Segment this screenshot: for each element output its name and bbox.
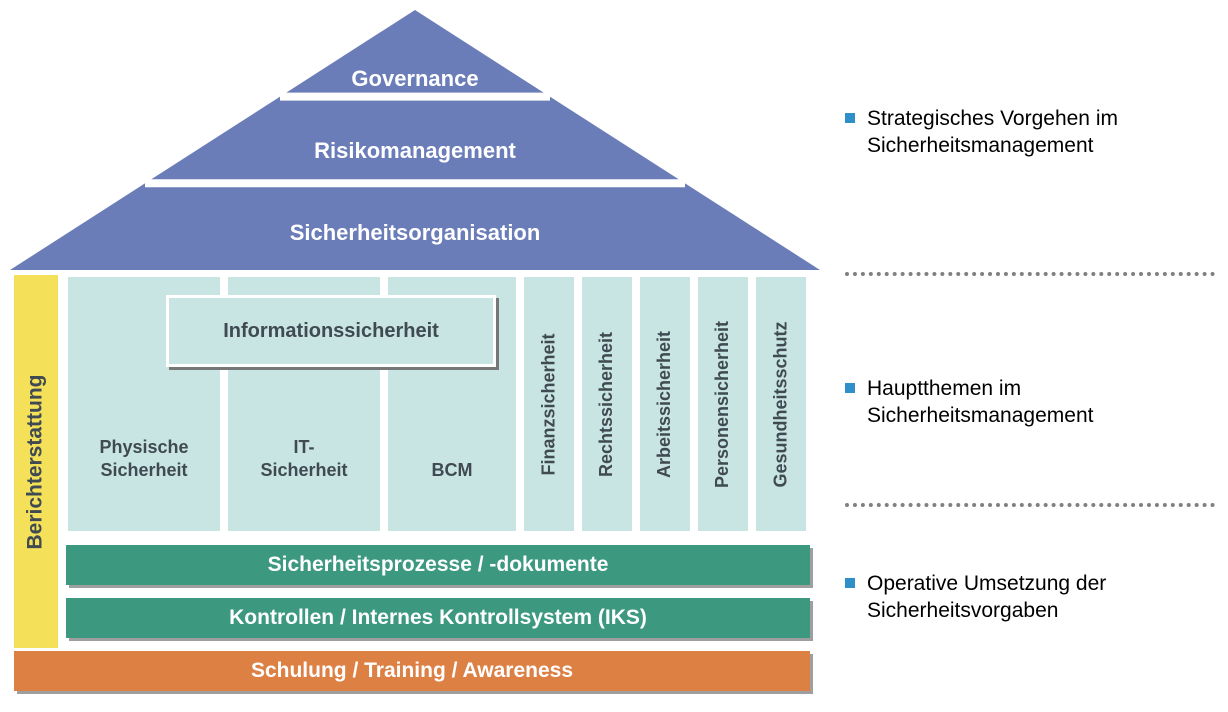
pillar-label: IT-Sicherheit — [260, 436, 347, 481]
legend-text: Operative Umsetzung der Sicherheitsvorga… — [867, 570, 1215, 625]
pillars-area: PhysischeSicherheit IT-Sicherheit BCM Fi… — [66, 275, 816, 537]
pillar-label: Rechtssicherheit — [597, 331, 618, 476]
pillar-label: Arbeitssicherheit — [655, 330, 676, 477]
roof-level-risk: Risikomanagement — [10, 138, 820, 164]
pillar-label: BCM — [432, 459, 473, 482]
legend-divider — [845, 503, 1215, 507]
reporting-column: Berichterstattung — [14, 275, 58, 648]
pillar-label: Gesundheitsschutz — [771, 321, 792, 487]
legend-item-operational: Operative Umsetzung der Sicherheitsvorga… — [845, 570, 1215, 625]
bar-label: Schulung / Training / Awareness — [251, 659, 573, 683]
bar-security-processes: Sicherheitsprozesse / -dokumente — [66, 545, 810, 585]
legend-item-main-topics: Hauptthemen im Sicherheitsmanagement — [845, 375, 1215, 430]
roof-level-governance: Governance — [10, 66, 820, 92]
roof-label-text: Governance — [351, 66, 478, 91]
bar-label: Kontrollen / Internes Kontrollsystem (IK… — [229, 606, 647, 630]
information-security-overlay: Informationssicherheit — [166, 295, 496, 367]
roof-label-text: Risikomanagement — [314, 138, 516, 163]
reporting-label: Berichterstattung — [24, 374, 48, 549]
pillar-label: PhysischeSicherheit — [99, 436, 188, 481]
legend-text: Hauptthemen im Sicherheitsmanagement — [867, 375, 1215, 430]
square-bullet-icon — [845, 383, 855, 393]
bar-training-awareness: Schulung / Training / Awareness — [14, 651, 810, 691]
bar-controls-iks: Kontrollen / Internes Kontrollsystem (IK… — [66, 598, 810, 638]
pillar-legal-security: Rechtssicherheit — [580, 275, 634, 533]
legend-divider — [845, 272, 1215, 276]
pillar-work-safety: Arbeitssicherheit — [638, 275, 692, 533]
pillar-financial-security: Finanzsicherheit — [522, 275, 576, 533]
legend-item-strategic: Strategisches Vorgehen im Sicherheitsman… — [845, 105, 1215, 160]
overlay-label: Informationssicherheit — [223, 320, 439, 343]
pillar-label: Personensicherheit — [713, 320, 734, 487]
bar-label: Sicherheitsprozesse / -dokumente — [268, 553, 609, 577]
square-bullet-icon — [845, 578, 855, 588]
roof-label-text: Sicherheitsorganisation — [290, 220, 541, 245]
pillar-personal-security: Personensicherheit — [696, 275, 750, 533]
legend-text: Strategisches Vorgehen im Sicherheitsman… — [867, 105, 1215, 160]
legend: Strategisches Vorgehen im Sicherheitsman… — [845, 10, 1215, 702]
pillar-health-protection: Gesundheitsschutz — [754, 275, 808, 533]
house-diagram: Governance Risikomanagement Sicherheitso… — [10, 10, 820, 702]
pillar-label: Finanzsicherheit — [539, 333, 560, 475]
roof-level-org: Sicherheitsorganisation — [10, 220, 820, 246]
square-bullet-icon — [845, 113, 855, 123]
house-body: Berichterstattung PhysischeSicherheit IT… — [14, 272, 816, 692]
